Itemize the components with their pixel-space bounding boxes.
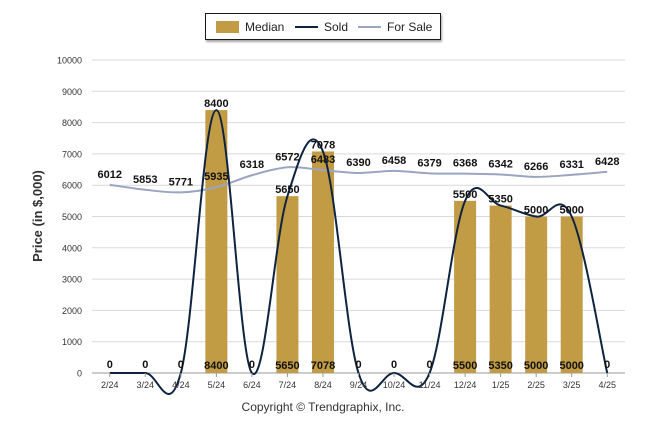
sold-data-label: 0 <box>142 359 148 371</box>
y-tick-label: 10000 <box>57 56 82 66</box>
x-tick-label: 2/25 <box>527 380 545 390</box>
x-tick-label: 3/24 <box>137 380 155 390</box>
for-sale-data-label: 6331 <box>559 159 583 171</box>
copyright-text: Copyright © Trendgraphix, Inc. <box>241 400 405 414</box>
for-sale-data-label: 6368 <box>453 158 477 170</box>
sold-data-label: 0 <box>107 359 113 371</box>
data-labels: 6012 5853 5771 5935 6318 6572 6483 6390 6458 6379… <box>98 98 620 372</box>
y-axis-label: Price (in $,000) <box>30 170 45 262</box>
for-sale-data-label: 6266 <box>524 161 548 173</box>
x-tick-label: 4/24 <box>172 380 190 390</box>
legend-label-for-sale: For Sale <box>387 19 433 34</box>
legend-item-median: Median <box>216 14 284 39</box>
x-tick-label: 8/24 <box>314 380 332 390</box>
median-bar <box>489 205 512 373</box>
legend-label-median: Median <box>245 19 285 34</box>
for-sale-line <box>109 166 608 194</box>
sold-data-label: 8400 <box>204 98 228 110</box>
for-sale-data-label: 6012 <box>98 169 122 181</box>
sold-data-label: 7078 <box>311 139 335 151</box>
x-tick-label: 9/24 <box>350 380 368 390</box>
y-tick-label: 5000 <box>62 212 82 222</box>
x-tick-label: 3/25 <box>563 380 581 390</box>
legend-label-sold: Sold <box>324 19 349 34</box>
sold-data-label: 5350 <box>488 194 512 206</box>
median-data-label: 5500 <box>453 360 477 372</box>
series-lines <box>109 109 609 395</box>
sold-line <box>109 109 609 395</box>
y-tick-label: 4000 <box>62 243 82 253</box>
x-tick-label: 7/24 <box>279 380 297 390</box>
sold-data-label: 0 <box>178 359 184 371</box>
y-tick-label: 3000 <box>62 275 82 285</box>
for-sale-data-label: 6428 <box>595 156 619 168</box>
y-tick-label: 0 <box>77 369 82 379</box>
for-sale-data-label: 5935 <box>204 171 228 183</box>
for-sale-data-label: 6390 <box>346 157 370 169</box>
sold-data-label: 5000 <box>559 205 583 217</box>
sold-data-label: 0 <box>249 359 255 371</box>
median-bar <box>525 216 548 373</box>
median-bar <box>205 110 228 373</box>
sold-data-label: 0 <box>355 359 361 371</box>
legend-item-sold: Sold <box>295 14 348 39</box>
for-sale-swatch <box>358 25 381 28</box>
sold-data-label: 0 <box>391 359 397 371</box>
y-axis-ticks: 0 1000 2000 3000 4000 5000 6000 7000 8000 9000 100… <box>57 56 82 379</box>
median-bar <box>454 200 477 373</box>
for-sale-data-label: 6342 <box>488 158 512 170</box>
y-tick-label: 8000 <box>62 118 82 128</box>
sold-data-label: 5000 <box>524 205 548 217</box>
for-sale-data-label: 6572 <box>275 151 299 163</box>
median-data-label: 5000 <box>559 360 583 372</box>
x-axis-ticks: 2/24 3/24 4/24 5/24 6/24 7/24 8/24 9/24 10/24 11/… <box>101 373 616 390</box>
y-tick-label: 1000 <box>62 337 82 347</box>
median-bar <box>560 216 583 373</box>
x-tick-label: 4/25 <box>598 380 616 390</box>
median-bar <box>276 196 299 373</box>
sold-data-label: 5650 <box>275 184 299 196</box>
x-tick-label: 11/24 <box>419 380 441 390</box>
x-tick-label: 12/24 <box>454 380 477 390</box>
for-sale-data-label: 5771 <box>169 176 193 188</box>
y-tick-label: 7000 <box>62 149 82 159</box>
x-tick-label: 10/24 <box>383 380 406 390</box>
y-tick-label: 2000 <box>62 306 82 316</box>
x-tick-label: 1/25 <box>492 380 510 390</box>
median-data-label: 5000 <box>524 360 548 372</box>
sold-swatch <box>295 25 318 28</box>
median-data-label: 8400 <box>204 360 228 372</box>
sold-data-label: 0 <box>604 359 610 371</box>
x-tick-label: 2/24 <box>101 380 119 390</box>
sold-data-label: 0 <box>427 359 433 371</box>
median-data-label: 5350 <box>488 360 512 372</box>
median-swatch <box>216 20 239 33</box>
sold-data-label: 5500 <box>453 189 477 201</box>
for-sale-data-label: 6318 <box>240 159 264 171</box>
median-bar <box>311 151 334 373</box>
median-data-label: 7078 <box>311 360 335 372</box>
for-sale-data-label: 6379 <box>417 157 441 169</box>
y-tick-label: 9000 <box>62 87 82 97</box>
x-tick-label: 6/24 <box>243 380 261 390</box>
median-bars <box>205 110 583 373</box>
x-tick-label: 5/24 <box>208 380 226 390</box>
y-tick-label: 6000 <box>62 181 82 191</box>
for-sale-data-label: 6458 <box>382 155 406 167</box>
for-sale-data-label: 5853 <box>133 174 157 186</box>
legend-item-for-sale: For Sale <box>358 14 432 39</box>
for-sale-data-label: 6483 <box>311 154 335 166</box>
median-data-label: 5650 <box>275 360 299 372</box>
chart-legend: Median Sold For Sale <box>205 13 441 40</box>
